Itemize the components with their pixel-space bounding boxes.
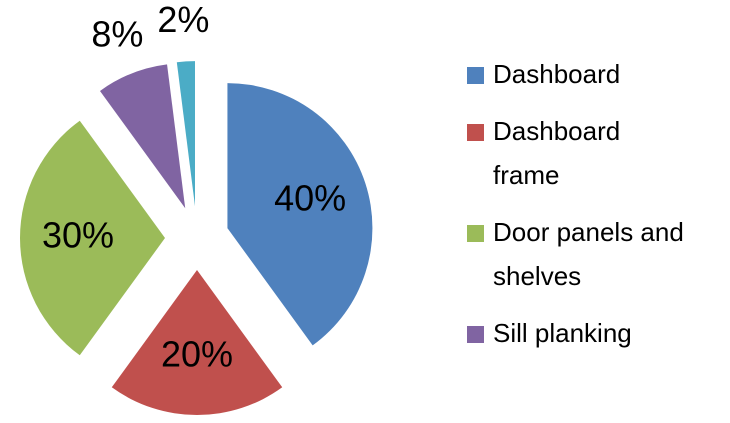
legend-label: Door panels and shelves [493,217,684,291]
legend-swatch [467,67,484,84]
legend-label: Sill planking [493,318,632,348]
pie-slice [19,120,165,356]
pie-slice [111,270,283,416]
data-label: 40% [274,178,346,219]
data-label: 8% [91,14,143,55]
legend: Dashboard Dashboard frame Door panels and … [467,52,730,368]
pie-slice [176,61,195,207]
legend-swatch [467,124,484,141]
data-label: 2% [157,0,209,40]
legend-label: Dashboard frame [493,116,621,190]
legend-entry: Sill planking [467,311,730,355]
pie-slice [227,83,373,346]
legend-entry: Dashboard frame [467,109,730,197]
data-label: 20% [161,334,233,375]
legend-swatch [467,326,484,343]
pie-slice [99,64,186,209]
legend-label: Dashboard [493,59,621,89]
legend-entry: Dashboard [467,52,730,96]
legend-swatch [467,225,484,242]
data-label: 30% [42,215,114,256]
legend-entry: Door panels and shelves [467,210,730,298]
